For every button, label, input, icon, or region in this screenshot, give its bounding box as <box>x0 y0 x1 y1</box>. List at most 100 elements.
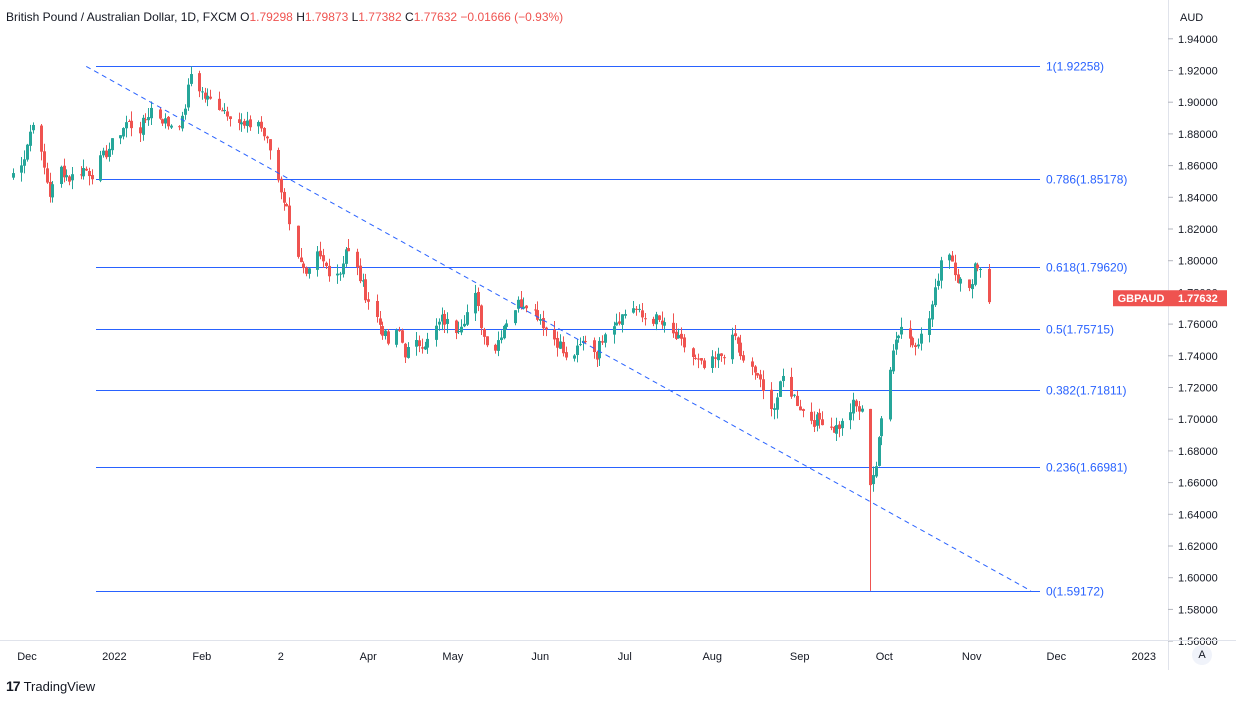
candle[interactable] <box>49 172 52 203</box>
candle[interactable] <box>297 225 300 259</box>
candle[interactable] <box>130 111 133 137</box>
candle[interactable] <box>26 143 29 162</box>
auto-scale-button[interactable]: A <box>1192 645 1212 665</box>
candle[interactable] <box>821 411 824 426</box>
candle[interactable] <box>178 125 181 131</box>
candle[interactable] <box>638 304 641 313</box>
candle[interactable] <box>111 138 114 155</box>
candle[interactable] <box>503 324 506 340</box>
candle[interactable] <box>951 250 954 262</box>
candle[interactable] <box>799 399 802 411</box>
candle[interactable] <box>779 380 782 397</box>
candle[interactable] <box>556 331 559 357</box>
candle[interactable] <box>734 324 737 341</box>
candle[interactable] <box>209 89 212 100</box>
candle[interactable] <box>342 255 345 278</box>
candle[interactable] <box>683 334 686 353</box>
candle[interactable] <box>742 350 745 363</box>
candle[interactable] <box>43 143 46 175</box>
candle[interactable] <box>697 353 700 369</box>
candle[interactable] <box>759 369 762 388</box>
candle[interactable] <box>700 358 703 365</box>
candle[interactable] <box>494 343 497 354</box>
candle[interactable] <box>624 309 627 319</box>
candle[interactable] <box>976 262 979 272</box>
candle[interactable] <box>618 312 621 326</box>
candle[interactable] <box>852 392 855 421</box>
candle[interactable] <box>601 335 604 346</box>
candle[interactable] <box>102 147 105 158</box>
candle[interactable] <box>336 264 339 284</box>
candle[interactable] <box>201 87 204 100</box>
candle[interactable] <box>483 327 486 345</box>
candle[interactable] <box>897 334 900 343</box>
candle[interactable] <box>435 318 438 347</box>
candle[interactable] <box>565 346 568 361</box>
trend-line[interactable] <box>85 65 1032 592</box>
candle[interactable] <box>128 119 131 122</box>
candle[interactable] <box>466 304 469 327</box>
candle[interactable] <box>63 158 66 183</box>
candle[interactable] <box>426 332 429 354</box>
candle[interactable] <box>229 116 232 127</box>
candle[interactable] <box>398 326 401 332</box>
candle[interactable] <box>790 367 793 399</box>
candle[interactable] <box>190 66 193 87</box>
candle[interactable] <box>415 332 418 356</box>
candle[interactable] <box>505 319 508 330</box>
candle[interactable] <box>71 167 74 190</box>
candle[interactable] <box>29 124 32 152</box>
candle[interactable] <box>125 115 128 138</box>
candle[interactable] <box>65 169 68 181</box>
candle[interactable] <box>167 116 170 130</box>
candle[interactable] <box>892 344 895 374</box>
candle[interactable] <box>260 116 263 132</box>
candle[interactable] <box>308 267 311 279</box>
candle[interactable] <box>536 301 539 322</box>
candle[interactable] <box>99 150 102 183</box>
candle[interactable] <box>122 127 125 140</box>
candle[interactable] <box>325 261 328 270</box>
candle[interactable] <box>243 118 246 129</box>
candle[interactable] <box>849 403 852 430</box>
candle[interactable] <box>959 277 962 292</box>
candle[interactable] <box>206 88 209 107</box>
candle[interactable] <box>144 113 147 124</box>
candle[interactable] <box>553 320 556 346</box>
candle[interactable] <box>418 335 421 353</box>
candle[interactable] <box>80 166 83 180</box>
candle[interactable] <box>85 166 88 172</box>
candle[interactable] <box>514 310 517 326</box>
candle[interactable] <box>756 372 759 378</box>
candle[interactable] <box>379 310 382 335</box>
candle[interactable] <box>367 292 370 310</box>
candle[interactable] <box>328 258 331 282</box>
candle[interactable] <box>170 124 173 129</box>
price-axis[interactable]: 1.94000 1.92000 1.90000 1.88000 1.86000 1.840… <box>1168 0 1218 670</box>
candle[interactable] <box>692 347 695 366</box>
candle[interactable] <box>226 106 229 121</box>
candle[interactable] <box>517 296 520 313</box>
candle[interactable] <box>463 315 466 328</box>
candle[interactable] <box>421 338 424 354</box>
candle[interactable] <box>283 188 286 211</box>
candle[interactable] <box>362 273 365 287</box>
candle[interactable] <box>534 303 537 316</box>
candle[interactable] <box>424 341 427 351</box>
candle[interactable] <box>878 436 881 467</box>
candle[interactable] <box>277 147 280 183</box>
candle[interactable] <box>723 354 726 365</box>
candle[interactable] <box>835 417 838 441</box>
candle[interactable] <box>305 266 308 277</box>
candle[interactable] <box>500 330 503 344</box>
candle[interactable] <box>672 313 675 338</box>
candle[interactable] <box>108 142 111 162</box>
candle[interactable] <box>288 197 291 231</box>
candle[interactable] <box>46 162 49 184</box>
candle[interactable] <box>266 135 269 144</box>
candle[interactable] <box>776 393 779 419</box>
candle[interactable] <box>762 370 765 400</box>
candle[interactable] <box>345 246 348 267</box>
candle[interactable] <box>240 113 243 132</box>
candle[interactable] <box>957 268 960 284</box>
